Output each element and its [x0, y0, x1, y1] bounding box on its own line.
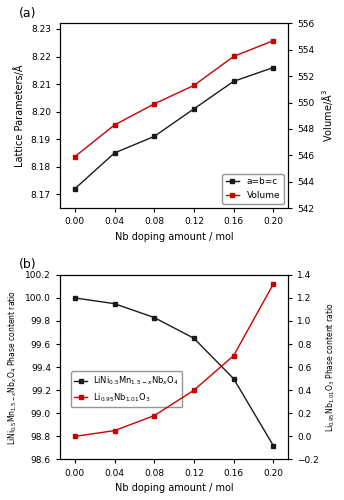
Y-axis label: LiNi$_{0.5}$Mn$_{1.5-x}$Nb$_x$O$_4$ Phase content ratio: LiNi$_{0.5}$Mn$_{1.5-x}$Nb$_x$O$_4$ Phas… — [7, 290, 20, 444]
Li$_{0.95}$Nb$_{1.01}$O$_3$ — [112, 428, 117, 434]
Volume — [112, 122, 117, 128]
a=b=c — [112, 150, 117, 156]
Text: (b): (b) — [19, 258, 36, 271]
LiNi$_{0.5}$Mn$_{1.5-x}$Nb$_x$O$_4$ — [73, 295, 77, 301]
a=b=c — [271, 64, 276, 70]
Li$_{0.95}$Nb$_{1.01}$O$_3$ — [192, 387, 196, 393]
Volume — [152, 101, 156, 107]
X-axis label: Nb doping amount / mol: Nb doping amount / mol — [115, 483, 233, 493]
LiNi$_{0.5}$Mn$_{1.5-x}$Nb$_x$O$_4$ — [192, 336, 196, 342]
Li$_{0.95}$Nb$_{1.01}$O$_3$ — [271, 281, 276, 287]
Volume — [271, 38, 276, 44]
Y-axis label: Volume/Å$^3$: Volume/Å$^3$ — [320, 90, 335, 142]
Line: Volume: Volume — [72, 38, 276, 159]
LiNi$_{0.5}$Mn$_{1.5-x}$Nb$_x$O$_4$ — [112, 300, 117, 306]
LiNi$_{0.5}$Mn$_{1.5-x}$Nb$_x$O$_4$ — [271, 442, 276, 448]
Line: a=b=c: a=b=c — [72, 65, 276, 191]
Text: (a): (a) — [19, 7, 36, 20]
Legend: a=b=c, Volume: a=b=c, Volume — [222, 174, 284, 204]
Li$_{0.95}$Nb$_{1.01}$O$_3$ — [73, 434, 77, 440]
LiNi$_{0.5}$Mn$_{1.5-x}$Nb$_x$O$_4$ — [232, 376, 236, 382]
Y-axis label: Lattice Parameters/Å: Lattice Parameters/Å — [14, 64, 25, 167]
Volume — [192, 82, 196, 88]
Y-axis label: Li$_{0.95}$Nb$_{1.01}$O$_3$ Phase content ratio: Li$_{0.95}$Nb$_{1.01}$O$_3$ Phase conten… — [324, 302, 337, 432]
X-axis label: Nb doping amount / mol: Nb doping amount / mol — [115, 232, 233, 241]
Volume — [73, 154, 77, 160]
Li$_{0.95}$Nb$_{1.01}$O$_3$ — [152, 412, 156, 418]
LiNi$_{0.5}$Mn$_{1.5-x}$Nb$_x$O$_4$ — [152, 314, 156, 320]
a=b=c — [192, 106, 196, 112]
Line: Li$_{0.95}$Nb$_{1.01}$O$_3$: Li$_{0.95}$Nb$_{1.01}$O$_3$ — [72, 282, 276, 439]
a=b=c — [232, 78, 236, 84]
Line: LiNi$_{0.5}$Mn$_{1.5-x}$Nb$_x$O$_4$: LiNi$_{0.5}$Mn$_{1.5-x}$Nb$_x$O$_4$ — [72, 296, 276, 448]
Legend: LiNi$_{0.5}$Mn$_{1.5-x}$Nb$_x$O$_4$, Li$_{0.95}$Nb$_{1.01}$O$_3$: LiNi$_{0.5}$Mn$_{1.5-x}$Nb$_x$O$_4$, Li$… — [71, 372, 182, 407]
a=b=c — [73, 186, 77, 192]
a=b=c — [152, 134, 156, 140]
Li$_{0.95}$Nb$_{1.01}$O$_3$ — [232, 352, 236, 358]
Volume — [232, 54, 236, 60]
